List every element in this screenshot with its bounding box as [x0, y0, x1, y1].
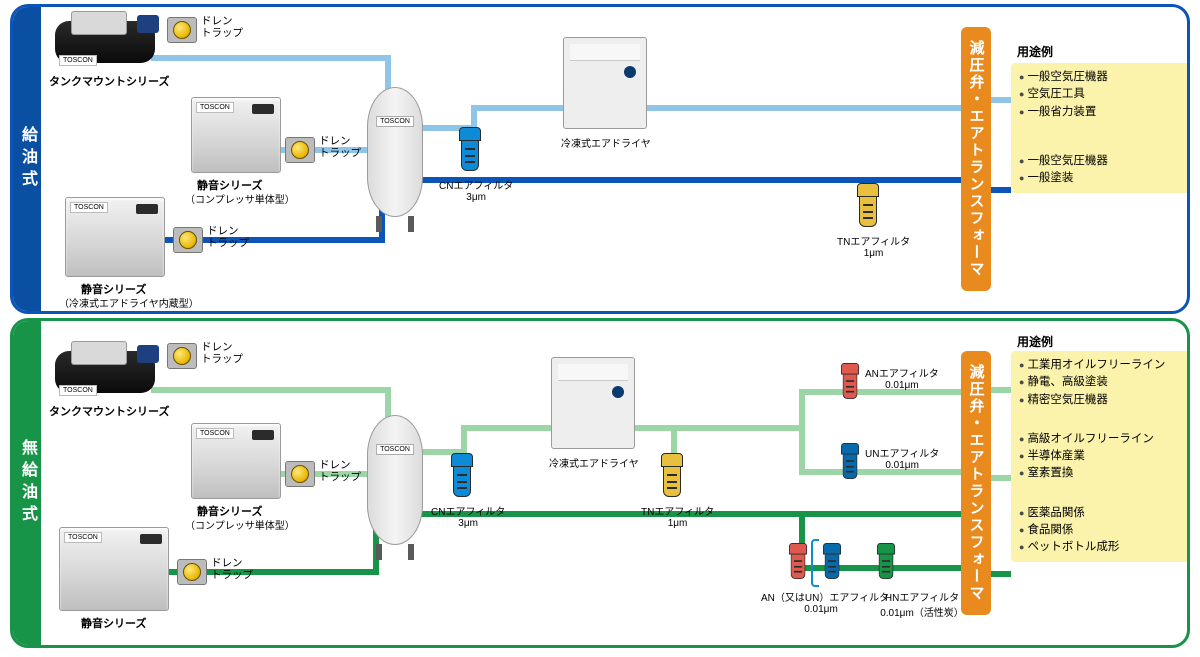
- air-tank: TOSCON: [367, 87, 423, 217]
- compressor-tank-mount: TOSCON: [55, 351, 155, 393]
- filter-an: [841, 363, 859, 399]
- apps-oiled: 一般空気圧機器 空気圧工具 一般省力装置 一般空気圧機器 一般塗装: [1011, 63, 1189, 193]
- air-dryer: [563, 37, 647, 129]
- apps-oiled-b: 一般空気圧機器 一般塗装: [1019, 153, 1181, 188]
- drain-trap-icon: [167, 17, 197, 43]
- filter-an2: [789, 543, 807, 579]
- filter-cn: [451, 453, 473, 497]
- panel-oilfree-stage: TOSCON タンクマウントシリーズ TOSCON 静音シリーズ （コンプレッサ…: [41, 321, 1187, 645]
- drain-trap-icon: [173, 227, 203, 253]
- compressor-silent-dryer: TOSCON: [65, 197, 165, 277]
- toscon-badge: TOSCON: [59, 55, 97, 66]
- drain-trap-icon: [177, 559, 207, 585]
- apps-oilfree-a: 工業用オイルフリーライン 静電、高級塗装 精密空気圧機器: [1019, 357, 1187, 409]
- air-dryer: [551, 357, 635, 449]
- panel-oilfree: 無給油式 TOSCON タンクマウントシリーズ TOSCON: [10, 318, 1190, 648]
- panel-oiled-stage: TOSCON タンクマウントシリーズ TOSCON 静音シリーズ （コンプレッサ…: [41, 7, 1187, 311]
- filter-un: [841, 443, 859, 479]
- apps-oilfree-b: 高級オイルフリーライン 半導体産業 窒素置換: [1019, 431, 1187, 483]
- caption-silent-2-sub: （冷凍式エアドライヤ内蔵型）: [59, 295, 199, 310]
- compressor-silent-unit: TOSCON: [191, 423, 281, 499]
- compressor-silent-unit: TOSCON: [191, 97, 281, 173]
- filter-hn: [877, 543, 895, 579]
- caption-silent-1-sub: （コンプレッサ単体型）: [185, 191, 295, 206]
- filter-un2: [823, 543, 841, 579]
- compressor-silent-bottom: TOSCON: [59, 527, 169, 611]
- apps-oilfree: 工業用オイルフリーライン 静電、高級塗装 精密空気圧機器 高級オイルフリーライン…: [1011, 351, 1190, 562]
- panel-oiled-label: 給油式: [13, 7, 41, 311]
- transformer-bar: 減圧弁・エアトランスフォーマ: [961, 351, 991, 615]
- panel-oilfree-label: 無給油式: [13, 321, 41, 645]
- caption-tank-mount: タンクマウントシリーズ: [49, 73, 169, 89]
- drain-trap-icon: [285, 461, 315, 487]
- transformer-bar: 減圧弁・エアトランスフォーマ: [961, 27, 991, 291]
- drain-trap-icon: [167, 343, 197, 369]
- filter-tn: [661, 453, 683, 497]
- drain-trap-icon: [285, 137, 315, 163]
- filter-cn: [459, 127, 481, 171]
- filter-tn: [857, 183, 879, 227]
- caption-dryer: 冷凍式エアドライヤ: [561, 135, 651, 150]
- panel-oiled: 給油式 TOSCON タンクマウントシリーズ TOSCON 静音シ: [10, 4, 1190, 314]
- compressor-tank-mount: TOSCON: [55, 21, 155, 63]
- air-tank: TOSCON: [367, 415, 423, 545]
- apps-oiled-a: 一般空気圧機器 空気圧工具 一般省力装置: [1019, 69, 1181, 121]
- apps-title: 用途例: [1017, 43, 1053, 60]
- apps-oilfree-c: 医薬品関係 食品関係 ペットボトル成形: [1019, 505, 1187, 557]
